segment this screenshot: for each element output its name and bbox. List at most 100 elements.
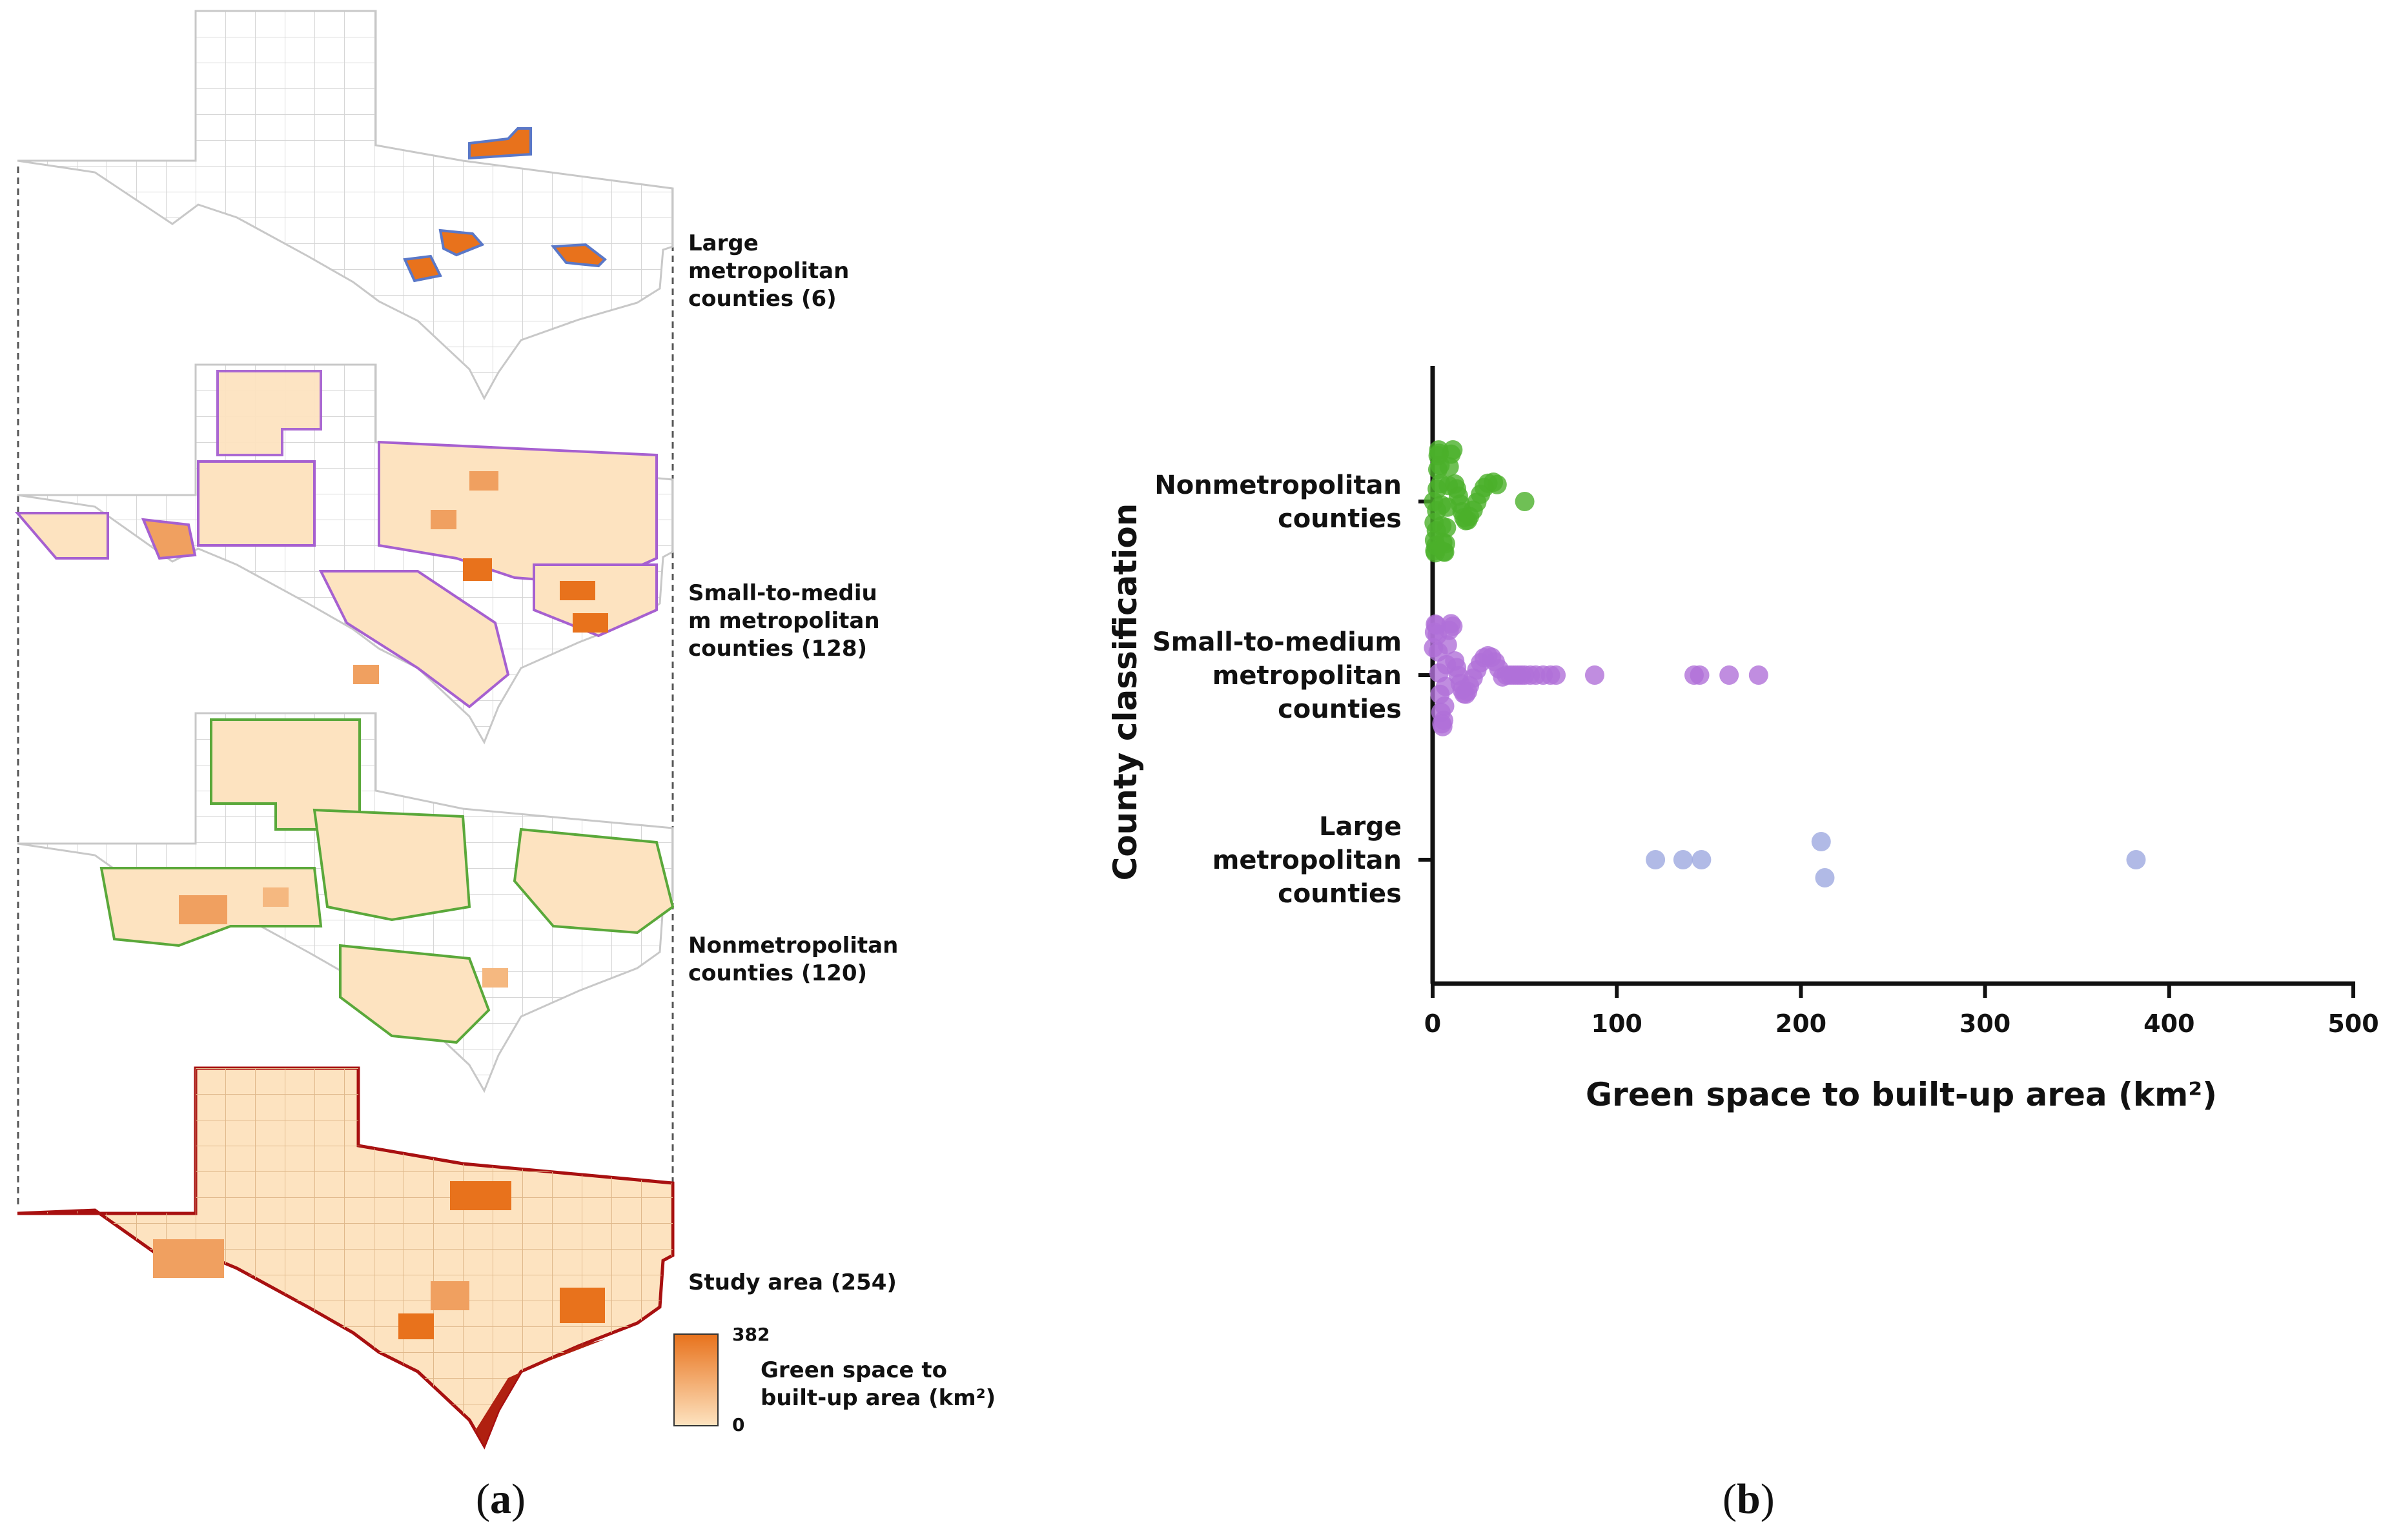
label-small-medium-metro: Small-to-mediu m metropolitan counties (… (688, 580, 880, 663)
y-category-label: counties (1278, 504, 1402, 534)
data-point (1646, 850, 1666, 869)
data-point (1434, 711, 1454, 731)
panel-a-caption: (a) (476, 1475, 526, 1524)
data-point (1443, 440, 1463, 460)
map-study-area (17, 1066, 675, 1450)
caption-close: ) (1760, 1475, 1775, 1523)
county-bexar (403, 254, 442, 283)
metro-outline-panhandle (216, 370, 322, 456)
label-line: Nonmetropolitan (688, 933, 899, 958)
nonmetro-outline-panhandle (210, 718, 361, 831)
metro-dark-5 (353, 665, 379, 684)
nonmetro-dark-1 (179, 895, 227, 924)
data-point (1546, 665, 1566, 685)
data-point (1692, 850, 1712, 869)
x-tick-label: 100 (1591, 1009, 1642, 1038)
data-points (1424, 440, 2146, 887)
legend-min-label: 0 (732, 1414, 745, 1435)
label-line: m metropolitan (688, 608, 880, 634)
caption-letter: a (489, 1475, 511, 1523)
panel-b: 0 100 200 300 400 500 Nonmetropolitan counties… (1107, 366, 2379, 1113)
nonmetro-outline-central (312, 808, 471, 922)
data-point (2126, 850, 2146, 869)
study-dark-austin (431, 1281, 469, 1310)
legend-title-line: Green space to (761, 1357, 948, 1383)
data-point (1443, 616, 1463, 636)
data-point (1584, 665, 1604, 685)
x-tick-label: 400 (2143, 1009, 2194, 1038)
label-line: Small-to-mediu (688, 580, 877, 606)
y-ticks: Nonmetropolitan counties Small-to-medium me… (1152, 471, 1433, 909)
data-point (1748, 665, 1768, 685)
y-axis-title: County classification (1107, 503, 1144, 881)
legend-title-line: built-up area (km²) (761, 1385, 996, 1411)
data-point (1690, 665, 1710, 685)
metro-dark-6 (431, 510, 456, 529)
label-line: counties (128) (688, 636, 868, 662)
metro-outline-midland (141, 518, 197, 560)
map-large-metropolitan (17, 10, 674, 401)
data-point (1435, 676, 1455, 696)
x-axis-title: Green space to built-up area (km²) (1586, 1076, 2217, 1113)
coast-dark (476, 1339, 605, 1446)
data-point (1435, 534, 1455, 554)
county-dallas (468, 127, 532, 160)
caption-open: ( (1723, 1475, 1737, 1523)
x-ticks: 0 100 200 300 400 500 (1424, 984, 2379, 1038)
panel-a (14, 10, 719, 1450)
caption-letter: b (1736, 1475, 1761, 1523)
data-point (1515, 492, 1535, 511)
study-dark-houston (560, 1288, 605, 1323)
county-grid-overlay (17, 1068, 673, 1446)
legend-colorbar (673, 1333, 719, 1426)
study-dark-sa (398, 1313, 434, 1339)
map-small-to-medium-metropolitan (14, 363, 674, 745)
legend-title: Green space to built-up area (km²) (761, 1357, 996, 1412)
data-point (1437, 518, 1457, 538)
label-nonmetro: Nonmetropolitan counties (120) (688, 932, 898, 988)
texas-outline (17, 363, 674, 745)
metro-dark-1 (469, 471, 498, 491)
data-point (1487, 474, 1507, 494)
label-line: metropolitan (688, 258, 850, 284)
panel-b-caption: (b) (1723, 1475, 1775, 1524)
nonmetro-outline-east (513, 827, 675, 935)
label-line: Large (688, 230, 759, 256)
data-point (1437, 635, 1457, 655)
nonmetro-dark-2 (263, 887, 289, 907)
texas-outline (17, 10, 674, 401)
data-point (1719, 665, 1739, 685)
metro-outline-central-a (197, 460, 316, 547)
data-point (1435, 696, 1455, 716)
study-dark-west (153, 1239, 224, 1278)
legend (673, 1333, 719, 1426)
y-category-label: counties (1278, 694, 1402, 724)
metro-dark-4 (573, 613, 608, 633)
metro-dark-3 (560, 581, 595, 600)
caption-open: ( (476, 1475, 490, 1523)
x-tick-label: 0 (1424, 1009, 1441, 1038)
y-category-label: metropolitan (1212, 661, 1402, 691)
y-category-label: counties (1278, 879, 1402, 909)
county-harris (551, 243, 608, 268)
x-tick-label: 300 (1959, 1009, 2010, 1038)
study-dark-dfw (450, 1181, 511, 1210)
legend-max-label: 382 (732, 1324, 770, 1345)
metro-outline-south (318, 570, 510, 709)
label-large-metro: Large metropolitan counties (6) (688, 230, 849, 313)
caption-close: ) (511, 1475, 526, 1523)
data-point (1811, 832, 1831, 851)
x-tick-label: 500 (2327, 1009, 2378, 1038)
map-nonmetropolitan (17, 712, 675, 1093)
chart-axes (1430, 366, 2355, 986)
nonmetro-outline-south (339, 944, 491, 1044)
y-category-label: Nonmetropolitan (1154, 471, 1402, 500)
y-category-label: metropolitan (1212, 846, 1402, 875)
x-tick-label: 200 (1775, 1009, 1826, 1038)
label-line: counties (6) (688, 286, 837, 312)
nonmetro-dark-3 (482, 968, 508, 988)
metro-dark-2 (463, 558, 492, 581)
data-point (1815, 868, 1835, 887)
metro-outline-west (14, 512, 109, 560)
